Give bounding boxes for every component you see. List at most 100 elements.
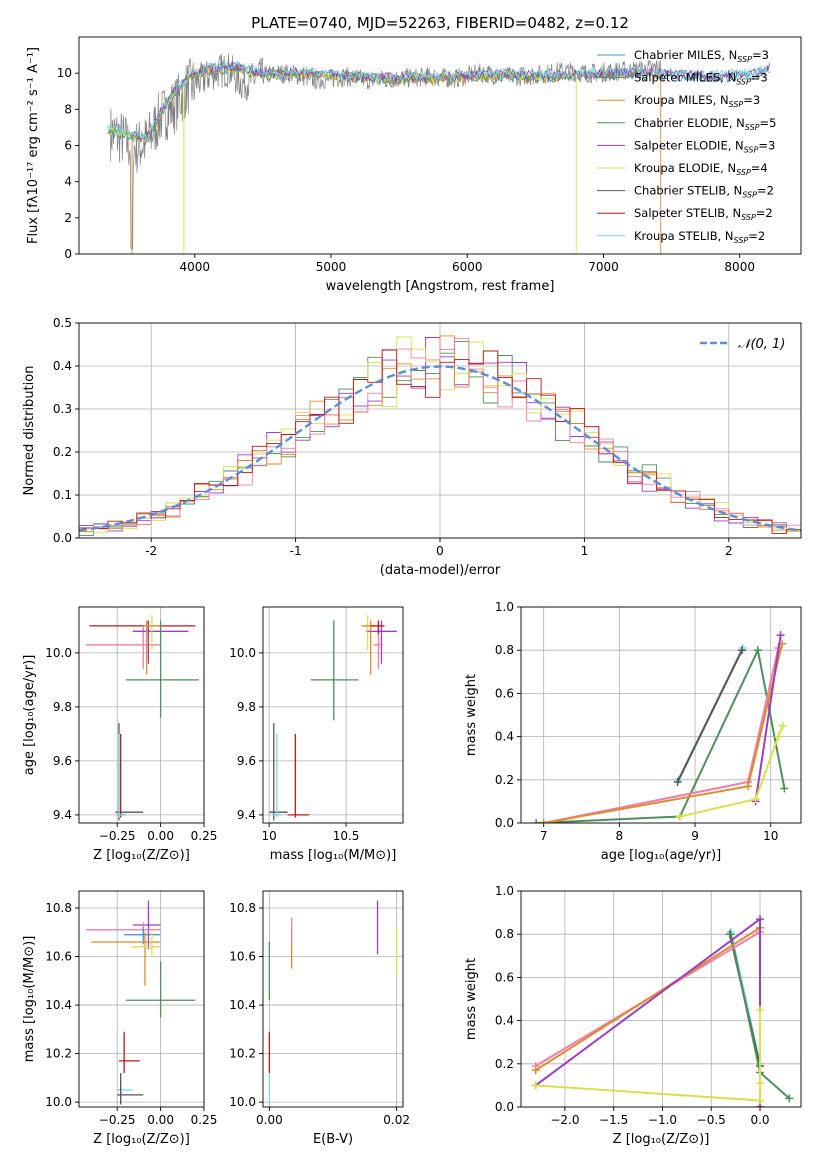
y-tick-label: 4 — [64, 175, 72, 189]
x-tick-label: 7 — [540, 829, 548, 843]
legend-text: =2 — [757, 184, 774, 198]
x-tick-label: 5000 — [316, 260, 347, 274]
panel-age_vs_Z: −0.25 0.00 0.25 9.4 9.6 9.8 10.0 Z [log₁₀(Z/Z⊙)… — [22, 606, 217, 863]
x-tick-label: 7000 — [588, 260, 619, 274]
y-tick-label: 9.4 — [53, 808, 72, 822]
legend-label: Salpeter STELIB, NSSP=2 — [634, 206, 773, 222]
series-line — [676, 649, 743, 783]
y-tick-label: 0.4 — [53, 359, 72, 373]
plot-area — [107, 53, 771, 254]
axes-frame — [262, 606, 404, 824]
data-point — [753, 646, 762, 655]
y-tick-label: 0.8 — [495, 643, 514, 657]
x-axis-label: E(B-V) — [313, 1132, 353, 1147]
data-point — [531, 1066, 540, 1075]
data-point — [539, 819, 548, 823]
legend-label: Chabrier MILES, NSSP=3 — [634, 48, 769, 64]
series-line — [535, 930, 761, 1107]
legend-subscript: SSP — [736, 78, 751, 87]
x-tick-label: 0.00 — [147, 829, 174, 843]
series-line-gaussian — [79, 365, 801, 532]
y-axis-label: Flux [fλ10⁻¹⁷ erg cm⁻² s⁻¹ A⁻¹] — [26, 47, 41, 244]
legend-label: Chabrier STELIB, NSSP=2 — [634, 184, 774, 200]
y-tick-label: 0.2 — [53, 445, 72, 459]
x-axis-label: Z [log₁₀(Z/Z⊙)] — [93, 1132, 190, 1147]
panel-spectrum: 4000 5000 6000 7000 8000 0 2 4 6 8 10 wavelength [A… — [26, 14, 802, 294]
y-tick-label: 0.1 — [53, 488, 72, 502]
series-line-model — [107, 60, 771, 142]
x-tick-label: 10.5 — [333, 829, 360, 843]
x-tick-label: 10 — [763, 829, 778, 843]
plot-area — [268, 900, 398, 1105]
x-tick-label: -2 — [145, 544, 157, 558]
data-point — [756, 1079, 765, 1088]
data-point — [737, 646, 746, 655]
x-tick-label: −0.25 — [99, 1113, 136, 1127]
axes-frame — [78, 606, 205, 824]
series-line-model — [131, 64, 662, 254]
legend-subscript: SSP — [742, 191, 757, 200]
legend-label: Kroupa ELODIE, NSSP=4 — [634, 161, 768, 177]
y-tick-label: 8 — [64, 102, 72, 116]
legend-text: Chabrier MILES, N — [634, 48, 737, 62]
y-tick-label: 2 — [64, 211, 72, 225]
data-point — [778, 721, 787, 730]
plot-area — [269, 615, 397, 821]
y-tick-label: 10.2 — [229, 1047, 256, 1061]
legend-text: Kroupa STELIB, N — [634, 229, 734, 243]
legend-text: Salpeter MILES, N — [634, 71, 736, 85]
y-axis-label: mass weight — [464, 958, 479, 1040]
legend-label: Kroupa MILES, NSSP=3 — [634, 93, 760, 109]
y-tick-label: 0.2 — [495, 1057, 514, 1071]
x-tick-label: −0.5 — [697, 1113, 726, 1127]
legend-text: =3 — [743, 93, 760, 107]
panel-residuals: -2 -1 0 1 2 0.0 0.1 0.2 0.3 0.4 0.5 (data-model)/er… — [22, 316, 802, 578]
plot-area — [85, 900, 196, 1105]
y-axis-label: Normed distribution — [22, 366, 37, 496]
x-tick-label: −2.0 — [550, 1113, 579, 1127]
x-tick-label: 8 — [616, 829, 624, 843]
data-point — [751, 795, 760, 804]
x-tick-label: 0.02 — [383, 1113, 410, 1127]
data-point — [780, 784, 789, 793]
plot-area — [85, 615, 199, 821]
legend-text: Salpeter STELIB, N — [634, 206, 741, 220]
x-tick-label: −0.25 — [99, 829, 136, 843]
x-tick-label: -1 — [290, 544, 302, 558]
y-tick-label: 10.8 — [229, 901, 256, 915]
x-axis-label: wavelength [Angstrom, rest frame] — [326, 279, 555, 294]
x-tick-label: 0.00 — [256, 1113, 283, 1127]
y-tick-label: 10.0 — [45, 1095, 72, 1109]
legend-label: Salpeter MILES, NSSP=3 — [634, 71, 768, 87]
y-tick-label: 10.8 — [45, 901, 72, 915]
series-line — [535, 1009, 761, 1102]
chart-title: PLATE=0740, MJD=52263, FIBERID=0482, z=0… — [251, 14, 629, 32]
legend-label: Kroupa STELIB, NSSP=2 — [634, 229, 765, 245]
legend-label: Chabrier ELODIE, NSSP=5 — [634, 116, 776, 132]
y-tick-label: 9.4 — [237, 808, 256, 822]
data-point — [726, 930, 735, 939]
legend-text: Chabrier ELODIE, N — [634, 116, 745, 130]
x-tick-label: 0.00 — [147, 1113, 174, 1127]
legend-text: =3 — [758, 138, 775, 152]
data-point — [776, 631, 785, 640]
y-tick-label: 0.4 — [495, 1014, 514, 1028]
y-tick-label: 10.0 — [229, 1095, 256, 1109]
data-point — [774, 732, 783, 741]
y-tick-label: 0.0 — [495, 1100, 514, 1114]
y-tick-label: 0.8 — [495, 927, 514, 941]
plot-area — [531, 915, 794, 1107]
axes-frame — [262, 890, 404, 1108]
y-tick-label: 1.0 — [495, 884, 514, 898]
y-tick-label: 10.4 — [229, 998, 256, 1012]
legend-text: =5 — [760, 116, 777, 130]
axes-frame — [520, 606, 802, 824]
data-point — [531, 1081, 540, 1090]
y-tick-label: 6 — [64, 139, 72, 153]
series-line — [535, 917, 761, 1107]
x-axis-label: Z [log₁₀(Z/Z⊙)] — [93, 848, 190, 863]
y-tick-label: 9.8 — [53, 700, 72, 714]
x-tick-label: −1.5 — [599, 1113, 628, 1127]
x-tick-label: 6000 — [452, 260, 483, 274]
legend-text: Kroupa ELODIE, N — [634, 161, 736, 175]
